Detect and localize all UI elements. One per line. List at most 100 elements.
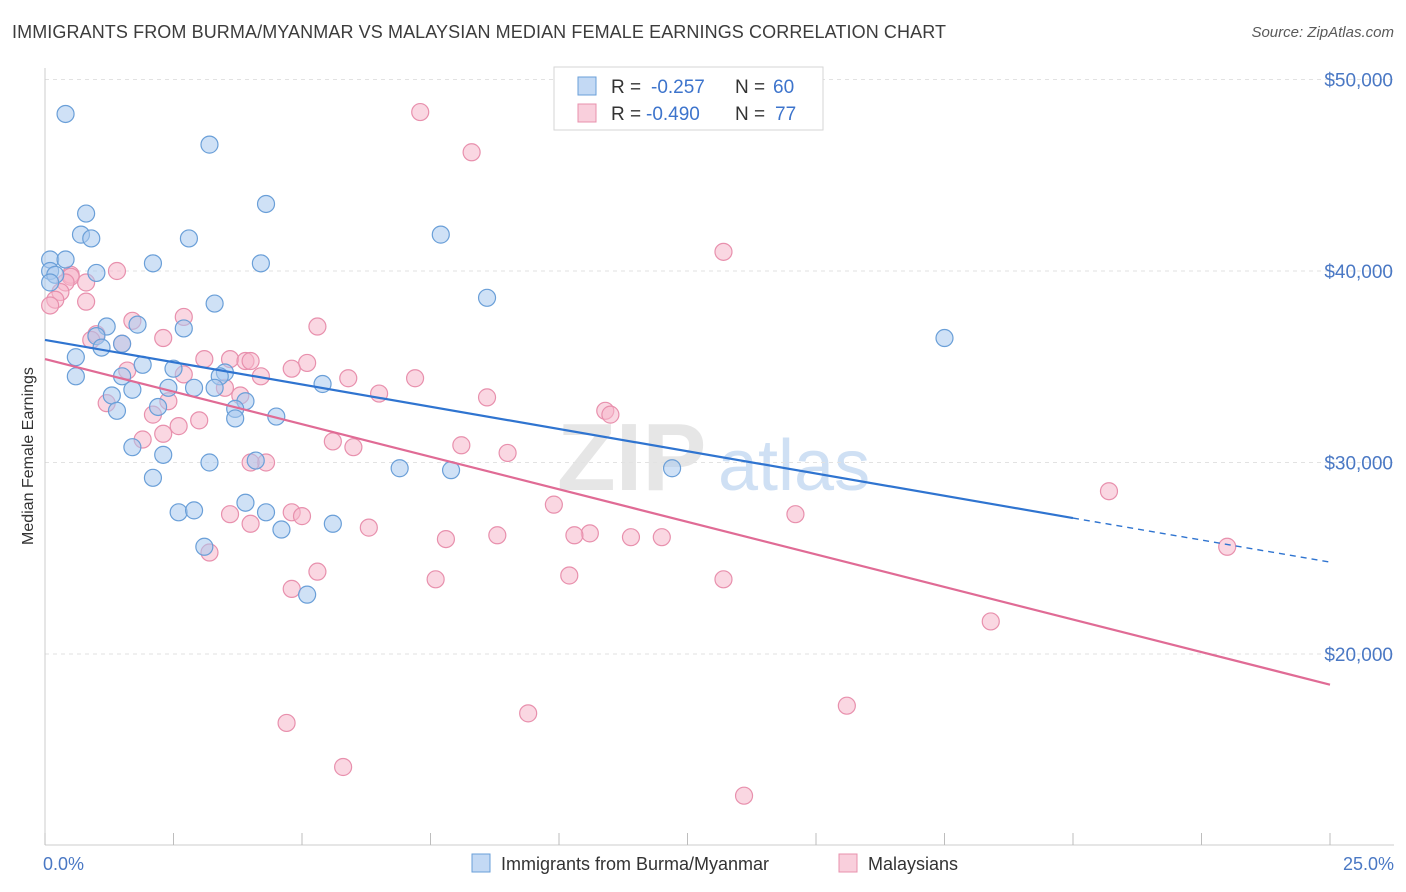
burma-point — [390, 459, 409, 478]
burma-point — [256, 503, 276, 522]
malaysians-point — [981, 612, 1000, 631]
legend-blue-r-label: R = — [611, 77, 641, 98]
series-legend: Immigrants from Burma/Myanmar Malaysians — [471, 853, 958, 874]
burma-point — [246, 451, 265, 470]
malaysians-point — [462, 143, 481, 162]
burma-point — [184, 378, 204, 397]
burma-point — [82, 229, 101, 248]
malaysians-point — [308, 317, 327, 336]
burma-point — [56, 104, 75, 124]
malaysians-point — [339, 369, 358, 388]
malaysians-point — [837, 696, 856, 715]
y-axis-label: Median Female Earnings — [20, 367, 37, 545]
chart-source: Source: ZipAtlas.com — [1251, 24, 1394, 41]
legend-blue-n-value: 60 — [773, 77, 794, 98]
burma-point — [431, 225, 450, 244]
burma-point — [128, 315, 147, 334]
trend-layer — [44, 338, 1331, 686]
burma-point — [226, 409, 245, 428]
burma-point — [195, 537, 214, 556]
burma-point — [164, 359, 183, 378]
malaysians-point — [154, 328, 173, 348]
burma-point — [323, 514, 342, 533]
burma-point — [66, 348, 85, 367]
burma-point — [179, 229, 199, 248]
legend-pink-n-value: 77 — [775, 104, 796, 125]
legend-pink-r-value: -0.490 — [646, 104, 700, 125]
malaysians-point — [169, 417, 188, 436]
malaysians-point — [411, 102, 430, 122]
burma-point — [662, 459, 682, 478]
burma-point — [205, 378, 224, 397]
malaysians-point — [154, 424, 173, 443]
malaysians-point — [41, 296, 60, 315]
malaysians-point — [277, 713, 296, 733]
malaysians-point — [436, 529, 456, 549]
malaysians-point — [1099, 482, 1119, 501]
legend-blue-n-label: N = — [735, 77, 765, 98]
malaysians-point — [734, 786, 754, 805]
burma-point — [77, 204, 96, 223]
burma-point — [174, 319, 193, 338]
burma-point — [236, 493, 255, 512]
malaysians-point — [714, 570, 733, 589]
malaysians-point — [334, 757, 353, 777]
malaysians-point — [426, 570, 445, 589]
y-tick-label: $30,000 — [1324, 454, 1393, 475]
burma-point — [184, 501, 204, 520]
burma-point — [477, 288, 497, 307]
malaysians-point — [544, 495, 563, 514]
malaysians-point — [477, 388, 497, 407]
legend-blue-swatch — [577, 76, 597, 96]
malaysians-point — [195, 349, 214, 369]
malaysians-point — [190, 411, 209, 430]
burma-point — [102, 386, 121, 405]
burma-point — [200, 135, 219, 154]
legend-blue-r-value: -0.257 — [651, 77, 705, 98]
y-tick-label: $20,000 — [1324, 645, 1393, 666]
malaysians-point — [282, 579, 301, 598]
burma-point — [143, 468, 163, 487]
malaysians-point — [565, 526, 584, 545]
malaysians-point — [714, 242, 733, 261]
malaysians-point — [359, 518, 378, 537]
malaysians-point — [323, 432, 342, 451]
malaysians-point — [344, 438, 363, 457]
legend-box — [553, 66, 824, 131]
bottom-legend-pink-label: Malaysians — [868, 854, 958, 874]
x-tick-label-min: 0.0% — [43, 854, 84, 874]
malaysians-point — [488, 526, 507, 545]
burma-point — [143, 254, 163, 273]
watermark-zip: ZIP — [557, 404, 706, 511]
burma-point — [256, 194, 276, 214]
burma-point — [112, 334, 132, 353]
burma-point — [272, 520, 291, 539]
burma-point — [154, 445, 173, 464]
y-tick-label: $50,000 — [1324, 71, 1393, 92]
malaysians-point — [308, 562, 327, 581]
burma-trend-line — [44, 338, 1074, 520]
burma-point — [298, 585, 317, 604]
burma-point — [251, 254, 270, 273]
burma-point — [123, 438, 142, 457]
malaysians-trend-line — [44, 358, 1331, 686]
malaysians-point — [652, 528, 671, 547]
burma-point — [148, 397, 168, 417]
burma-point — [107, 401, 127, 420]
malaysians-point — [786, 505, 805, 524]
burma-point — [66, 367, 85, 386]
malaysians-point — [601, 405, 620, 424]
malaysians-point — [241, 351, 260, 371]
bottom-legend-pink-swatch — [838, 853, 858, 873]
burma-point — [41, 273, 60, 292]
malaysians-point — [498, 443, 517, 463]
malaysians-point — [220, 505, 240, 524]
legend-pink-n-label: N = — [735, 104, 765, 125]
burma-point — [200, 453, 219, 472]
chart-title: IMMIGRANTS FROM BURMA/MYANMAR VS MALAYSI… — [12, 22, 947, 42]
legend-pink-r-label: R = — [611, 104, 641, 125]
burma-point — [87, 263, 106, 283]
burma-point — [205, 294, 224, 313]
